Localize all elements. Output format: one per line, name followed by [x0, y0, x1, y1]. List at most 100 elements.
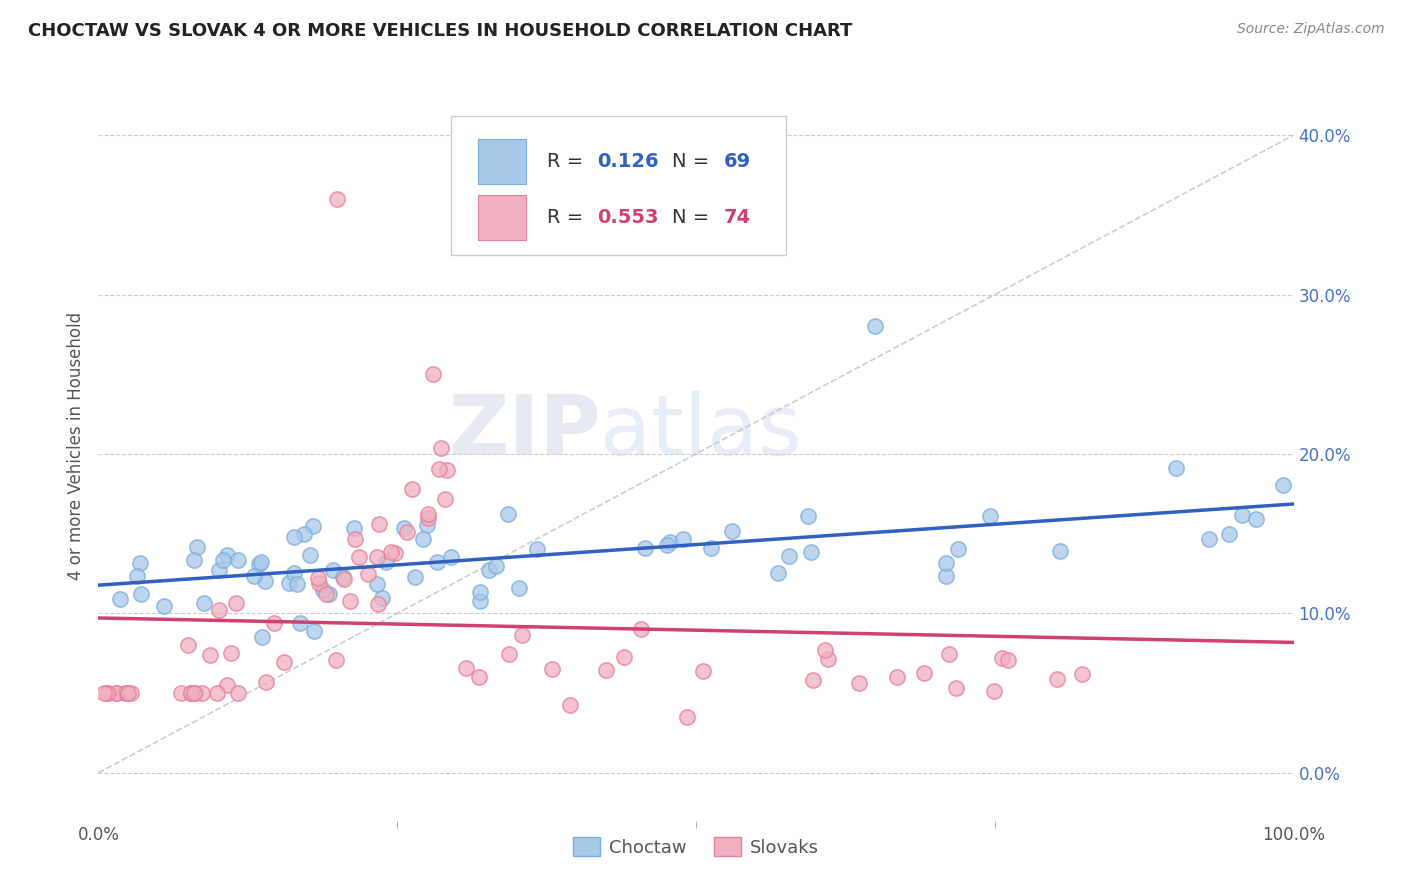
FancyBboxPatch shape: [478, 195, 526, 240]
Point: [322, 563, 344, 577]
Point: [778, 549, 800, 563]
Point: [180, 686, 202, 700]
Point: [290, 615, 312, 630]
Point: [177, 639, 200, 653]
Point: [440, 549, 463, 564]
Point: [498, 647, 520, 661]
Point: [478, 563, 501, 577]
Point: [1218, 526, 1240, 541]
Point: [395, 524, 418, 539]
Point: [366, 577, 388, 591]
Point: [1230, 508, 1253, 522]
Point: [117, 686, 139, 700]
Point: [797, 509, 820, 524]
Point: [243, 569, 266, 583]
Point: [983, 684, 1005, 698]
Point: [198, 648, 221, 663]
Point: [454, 661, 477, 675]
Point: [1244, 512, 1267, 526]
Point: [193, 596, 215, 610]
Point: [558, 698, 581, 712]
Point: [219, 646, 242, 660]
Point: [333, 572, 356, 586]
Point: [344, 532, 367, 546]
Point: [676, 709, 699, 723]
Point: [375, 555, 398, 569]
Point: [170, 686, 193, 700]
Point: [380, 545, 402, 559]
Point: [120, 686, 142, 700]
Text: 0.553: 0.553: [596, 208, 658, 227]
Point: [283, 530, 305, 544]
Point: [630, 623, 652, 637]
Point: [657, 537, 679, 551]
Point: [595, 663, 617, 677]
Point: [416, 511, 439, 525]
Point: [404, 570, 426, 584]
Point: [427, 461, 450, 475]
Point: [273, 655, 295, 669]
Point: [208, 603, 231, 617]
Point: [430, 441, 453, 455]
Point: [184, 686, 207, 700]
Text: R =: R =: [547, 152, 589, 170]
Point: [416, 518, 439, 533]
Point: [302, 624, 325, 638]
Point: [180, 686, 202, 700]
Point: [935, 556, 957, 570]
Point: [935, 568, 957, 582]
Point: [401, 482, 423, 496]
Point: [186, 540, 208, 554]
Point: [510, 628, 533, 642]
Point: [105, 686, 128, 700]
Point: [263, 616, 285, 631]
Point: [412, 533, 434, 547]
Point: [298, 548, 321, 562]
Point: [422, 368, 444, 382]
Point: [1272, 477, 1295, 491]
Point: [292, 527, 315, 541]
Point: [326, 192, 349, 206]
Point: [315, 587, 337, 601]
Point: [394, 521, 416, 535]
Point: [356, 566, 378, 581]
Point: [436, 463, 458, 477]
Point: [634, 541, 657, 555]
Point: [508, 581, 530, 595]
Point: [96, 686, 118, 700]
Text: 0.126: 0.126: [596, 152, 658, 170]
Point: [496, 507, 519, 521]
Point: [114, 686, 136, 700]
Point: [800, 545, 823, 559]
Point: [991, 651, 1014, 665]
Point: [183, 553, 205, 567]
Point: [1164, 461, 1187, 475]
Point: [117, 686, 139, 700]
Point: [418, 507, 440, 521]
Point: [426, 555, 449, 569]
Point: [766, 566, 789, 581]
Point: [468, 670, 491, 684]
Point: [672, 532, 695, 546]
Text: 69: 69: [724, 152, 751, 170]
Point: [250, 555, 273, 569]
Point: [541, 662, 564, 676]
Point: [211, 553, 233, 567]
Point: [153, 599, 176, 613]
Point: [225, 596, 247, 610]
Point: [110, 591, 132, 606]
Point: [247, 558, 270, 572]
Point: [848, 676, 870, 690]
Point: [468, 585, 491, 599]
Point: [946, 542, 969, 557]
Point: [339, 594, 361, 608]
Point: [886, 670, 908, 684]
Point: [97, 686, 120, 700]
Point: [250, 630, 273, 644]
Text: N =: N =: [672, 152, 716, 170]
Point: [308, 575, 330, 590]
Point: [347, 550, 370, 565]
Point: [254, 574, 277, 588]
FancyBboxPatch shape: [478, 139, 526, 184]
Point: [468, 594, 491, 608]
